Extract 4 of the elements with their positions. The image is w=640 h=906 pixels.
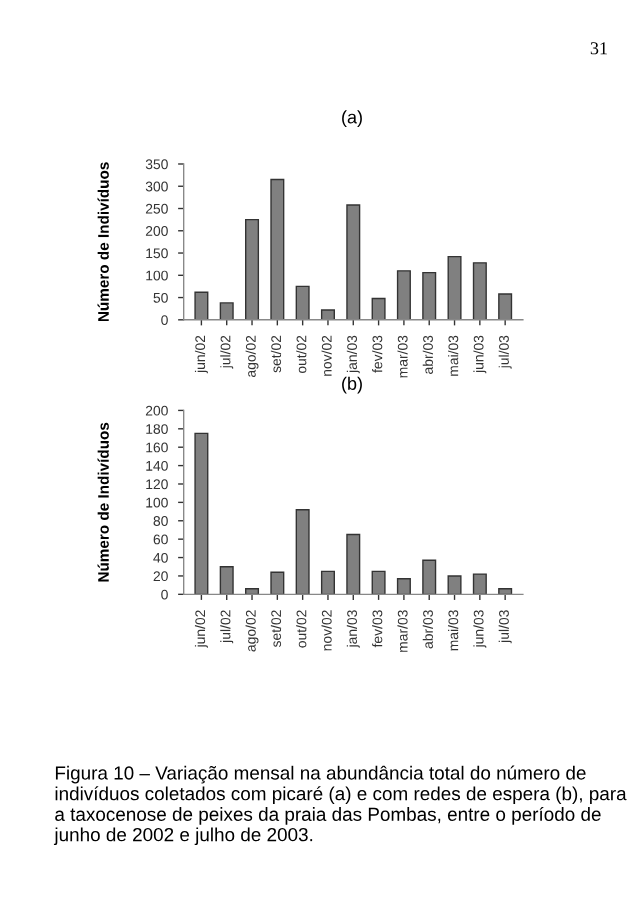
chart-title: (a) [342, 110, 362, 128]
text: Figura 10 – Variação mensal na abundância total do número de indivíduos coletados com picaré (a) e com redes de espera (b), para a taxocenose de peixes da praia das Pombas, entre o período de junho de 2002 e julho de 2003. [53, 765, 627, 846]
chart-title: (b) [342, 376, 362, 394]
text: 31 [590, 42, 607, 55]
